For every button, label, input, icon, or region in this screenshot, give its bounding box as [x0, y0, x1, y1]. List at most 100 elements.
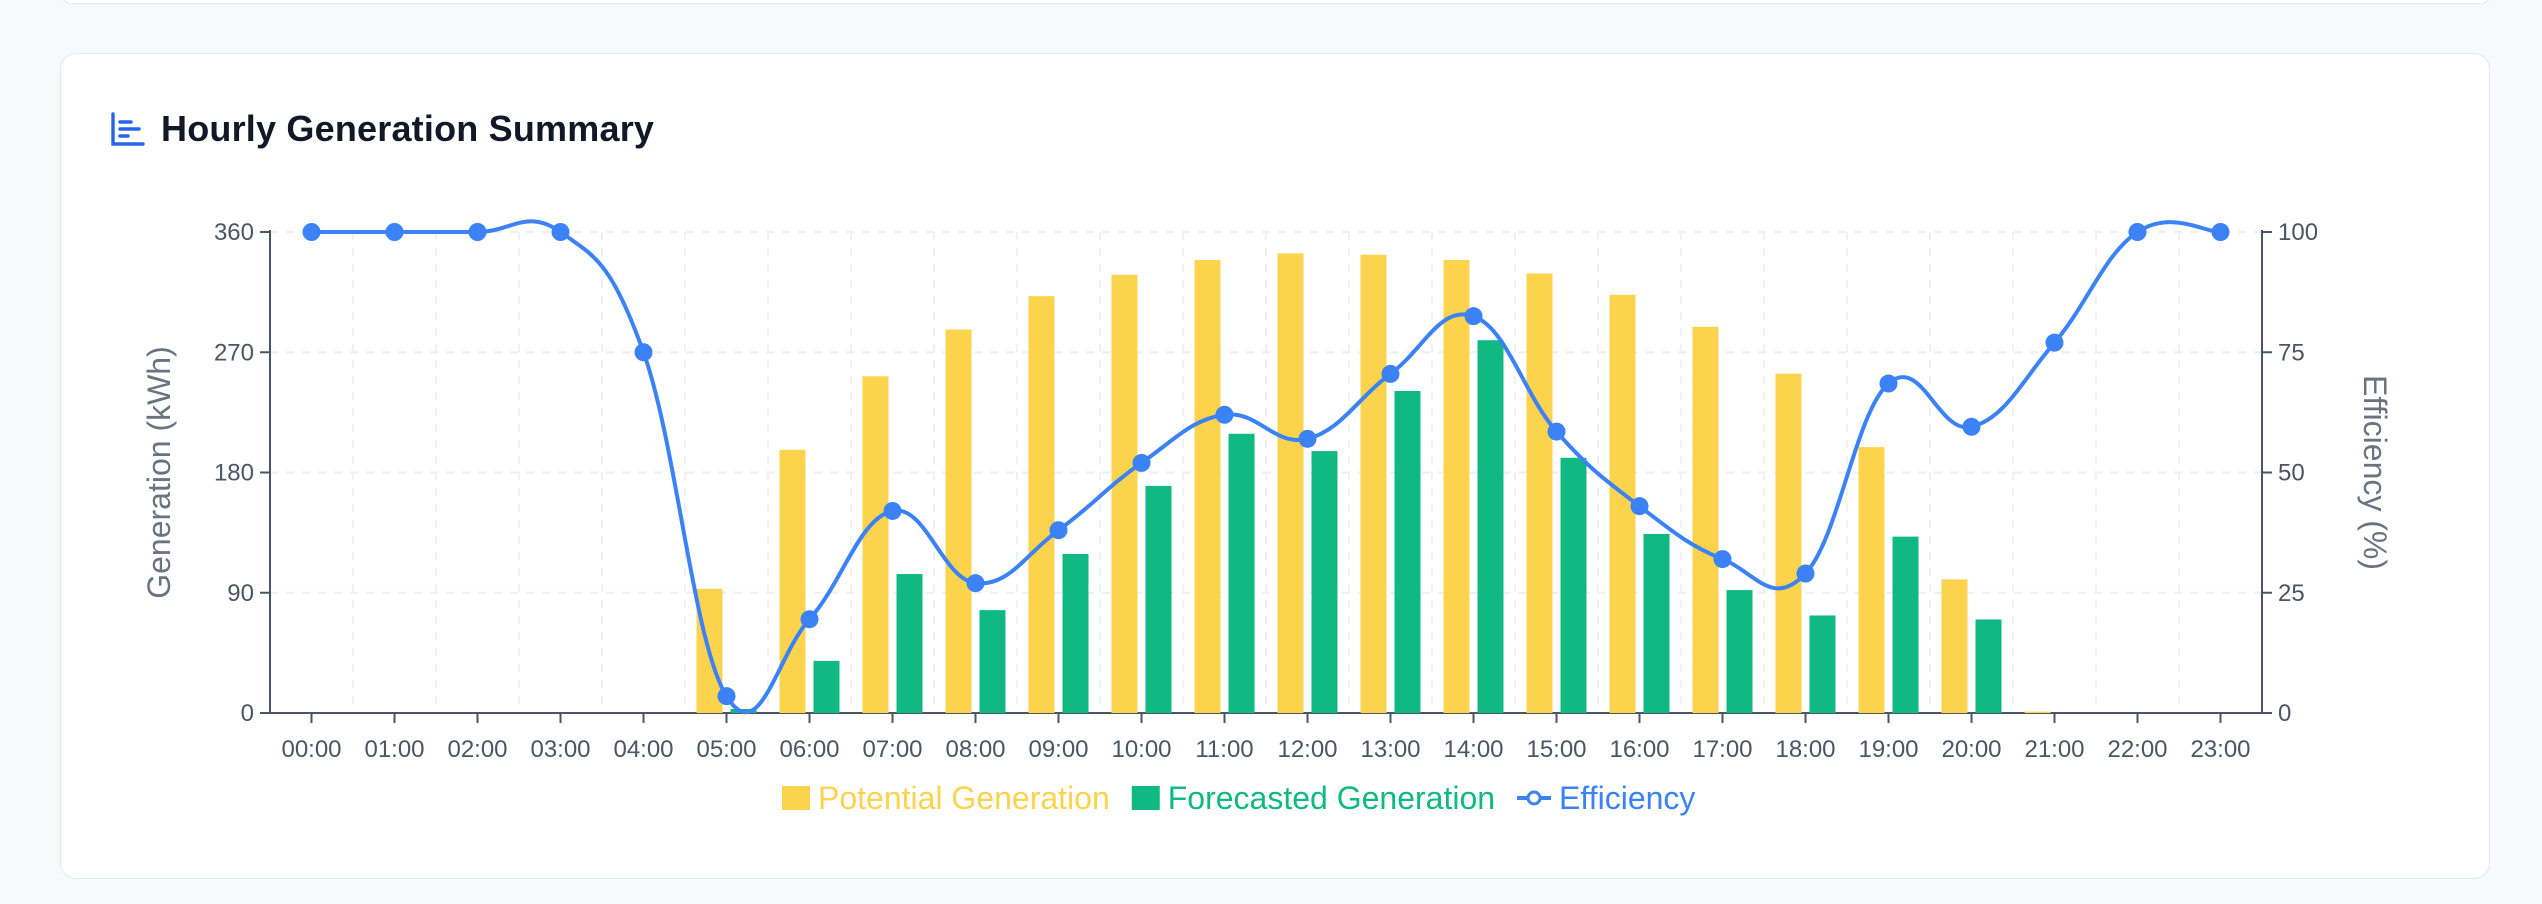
- legend-forecasted-label: Forecasted Generation: [1168, 780, 1495, 816]
- forecasted-generation-bar: [1892, 536, 1919, 713]
- potential-generation-bar: [1858, 447, 1885, 713]
- x-tick-label: 20:00: [1941, 736, 2001, 763]
- forecasted-generation-bar: [1643, 533, 1670, 713]
- x-tick-label: 01:00: [364, 736, 424, 763]
- forecasted-generation-bar: [896, 574, 923, 713]
- x-tick-label: 10:00: [1111, 736, 1171, 763]
- forecasted-generation-bar: [979, 610, 1006, 713]
- x-tick-label: 22:00: [2107, 736, 2167, 763]
- efficiency-point: [1630, 497, 1649, 516]
- potential-generation-bar: [1277, 253, 1304, 713]
- y2-tick-label: 75: [2278, 339, 2305, 366]
- x-tick-label: 12:00: [1277, 736, 1337, 763]
- x-tick-label: 11:00: [1195, 736, 1253, 763]
- x-tick-label: 02:00: [447, 736, 507, 763]
- y2-tick-label: 50: [2278, 460, 2305, 487]
- efficiency-point: [1713, 550, 1732, 569]
- efficiency-point: [1796, 564, 1815, 583]
- potential-generation-bar: [1443, 260, 1470, 713]
- efficiency-point: [551, 223, 570, 241]
- efficiency-point: [1298, 429, 1317, 448]
- forecasted-generation-bar: [1726, 590, 1753, 713]
- y-axis-title: Generation (kWh): [141, 346, 177, 599]
- efficiency-point: [2128, 223, 2147, 241]
- x-tick-label: 09:00: [1028, 736, 1088, 763]
- forecasted-generation-bar: [1145, 485, 1172, 713]
- x-tick-label: 00:00: [281, 736, 341, 763]
- potential-generation-bar: [1692, 326, 1719, 713]
- efficiency-point: [634, 343, 653, 362]
- bar-chart-icon: [111, 112, 145, 146]
- potential-generation-bar: [1526, 273, 1553, 713]
- efficiency-point: [1215, 405, 1234, 424]
- efficiency-point: [385, 223, 404, 241]
- card-header: Hourly Generation Summary: [109, 108, 654, 150]
- x-tick-label: 05:00: [696, 736, 756, 763]
- x-tick-label: 04:00: [613, 736, 673, 763]
- legend-potential-swatch: [782, 786, 810, 810]
- efficiency-point: [1381, 364, 1400, 383]
- potential-generation-bar: [2024, 711, 2051, 713]
- y-tick-label: 180: [214, 460, 254, 487]
- y2-tick-label: 0: [2278, 700, 2291, 727]
- potential-generation-bar: [945, 329, 972, 713]
- potential-generation-bar: [1775, 373, 1802, 713]
- x-tick-label: 15:00: [1526, 736, 1586, 763]
- efficiency-point: [302, 223, 321, 241]
- potential-generation-bar: [862, 376, 889, 713]
- y2-tick-label: 100: [2278, 219, 2318, 246]
- card-title: Hourly Generation Summary: [161, 108, 655, 149]
- legend-efficiency-label: Efficiency: [1559, 780, 1695, 816]
- y-tick-label: 0: [241, 700, 254, 727]
- x-tick-label: 17:00: [1692, 736, 1752, 763]
- forecasted-generation-bar: [1311, 451, 1338, 713]
- efficiency-point: [468, 223, 487, 241]
- y-tick-label: 270: [214, 339, 254, 366]
- forecasted-generation-bar: [1062, 554, 1089, 713]
- efficiency-point: [1879, 374, 1898, 393]
- forecasted-generation-bar: [813, 660, 840, 713]
- hourly-generation-card: Hourly Generation Summary: [60, 53, 2490, 879]
- x-tick-label: 06:00: [779, 736, 839, 763]
- x-tick-label: 18:00: [1775, 736, 1835, 763]
- forecasted-generation-bar: [1809, 615, 1836, 713]
- potential-generation-bar: [1111, 274, 1138, 713]
- efficiency-point: [2211, 223, 2230, 241]
- x-tick-label: 13:00: [1360, 736, 1420, 763]
- forecasted-generation-bar: [1560, 457, 1587, 713]
- x-tick-label: 23:00: [2190, 736, 2250, 763]
- efficiency-point: [883, 501, 902, 520]
- x-tick-label: 08:00: [945, 736, 1005, 763]
- potential-generation-bar: [1194, 260, 1221, 713]
- forecasted-generation-bar: [1477, 340, 1504, 713]
- efficiency-point: [717, 687, 736, 706]
- x-tick-label: 16:00: [1609, 736, 1669, 763]
- legend-potential-label: Potential Generation: [818, 780, 1110, 816]
- x-tick-label: 07:00: [862, 736, 922, 763]
- x-tick-label: 19:00: [1858, 736, 1918, 763]
- potential-generation-bar: [1028, 296, 1055, 713]
- efficiency-point: [2045, 333, 2064, 352]
- forecasted-generation-bar: [1975, 619, 2002, 713]
- efficiency-point: [1962, 417, 1981, 436]
- forecasted-generation-bar: [1394, 390, 1421, 713]
- legend-efficiency-swatch-dot: [1526, 790, 1542, 806]
- efficiency-point: [966, 574, 985, 593]
- legend-forecasted-swatch: [1131, 786, 1160, 810]
- efficiency-point: [1049, 521, 1068, 540]
- efficiency-point: [1464, 307, 1483, 326]
- x-tick-label: 14:00: [1443, 736, 1503, 763]
- potential-generation-bar: [779, 449, 806, 713]
- y2-tick-label: 25: [2278, 580, 2305, 607]
- y-tick-label: 90: [227, 580, 254, 607]
- x-tick-label: 03:00: [530, 736, 590, 763]
- efficiency-point: [1132, 453, 1151, 472]
- forecasted-generation-bar: [1228, 433, 1255, 713]
- potential-generation-bar: [1360, 254, 1387, 714]
- x-tick-label: 21:00: [2024, 736, 2084, 763]
- potential-generation-bar: [1941, 579, 1968, 713]
- efficiency-point: [800, 610, 819, 629]
- efficiency-point: [1547, 422, 1566, 441]
- y-tick-label: 360: [214, 219, 254, 246]
